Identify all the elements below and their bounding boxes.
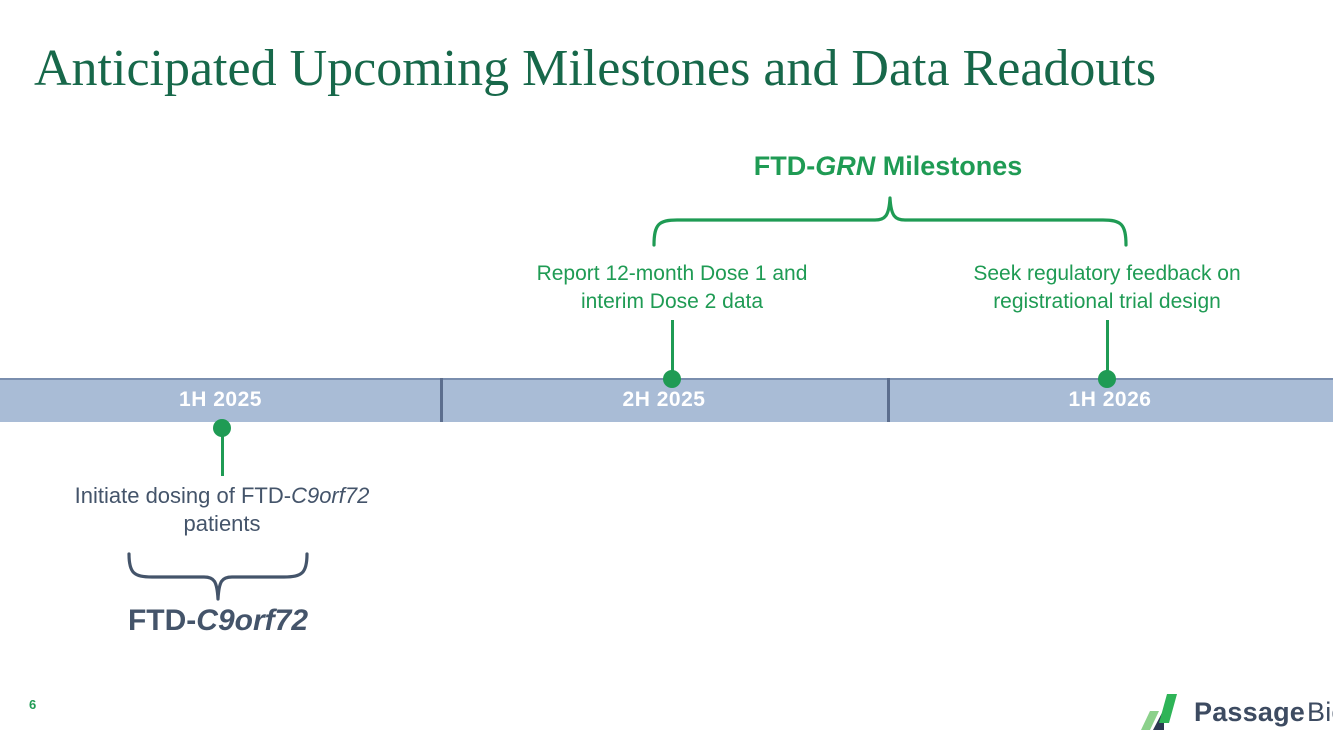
ftd-grn-heading-suffix: Milestones — [875, 151, 1023, 181]
ftd-grn-heading: FTD-GRN Milestones — [638, 151, 1138, 182]
milestone-note-1h2025: Initiate dosing of FTD-C9orf72 patients — [28, 482, 416, 538]
logo-brand-bold: Passage — [1194, 697, 1305, 727]
milestone-note-2h2025: Report 12-month Dose 1 and interim Dose … — [478, 260, 866, 316]
ftd-c9orf72-label: FTD-C9orf72 — [28, 604, 408, 638]
timeline-segment-1h2026: 1H 2026 — [1068, 388, 1152, 411]
slide-title: Anticipated Upcoming Milestones and Data… — [34, 40, 1157, 97]
milestone-note-1h2025-gene: C9orf72 — [291, 483, 370, 508]
ftd-grn-curly-bracket-icon — [652, 196, 1128, 247]
ftd-c9orf72-label-gene: C9orf72 — [196, 604, 309, 637]
passagebio-logo: PassageBio — [1141, 692, 1333, 732]
passagebio-logo-text: PassageBio — [1194, 692, 1333, 732]
milestone-dot-1h2026 — [1098, 370, 1116, 388]
milestone-dot-2h2025 — [663, 370, 681, 388]
connector-line-1h2025 — [221, 436, 224, 476]
passagebio-logo-icon — [1141, 694, 1177, 730]
milestone-note-1h2025-line1: Initiate dosing of FTD-C9orf72 — [28, 482, 416, 510]
milestone-note-1h2025-line2: patients — [183, 511, 261, 536]
milestone-note-1h2026: Seek regulatory feedback on registration… — [913, 260, 1301, 316]
timeline-segment-1h2025: 1H 2025 — [179, 388, 262, 411]
page-number: 6 — [29, 697, 37, 712]
ftd-c9orf72-curly-bracket-icon — [127, 552, 309, 601]
connector-line-2h2025 — [671, 320, 674, 372]
timeline-segment-2h2025: 2H 2025 — [622, 388, 706, 411]
milestone-note-2h2025-line1: Report 12-month Dose 1 and — [536, 262, 808, 285]
milestone-note-2h2025-line2: interim Dose 2 data — [580, 290, 764, 313]
milestone-note-1h2026-line2: registrational trial design — [993, 290, 1221, 313]
milestone-note-1h2026-line1: Seek regulatory feedback on — [973, 262, 1241, 285]
milestone-note-1h2025-prefix: Initiate dosing of FTD- — [74, 483, 292, 508]
milestone-dot-1h2025 — [213, 419, 231, 437]
ftd-grn-heading-gene: GRN — [815, 151, 876, 181]
connector-line-1h2026 — [1106, 320, 1109, 372]
timeline-divider-1 — [440, 378, 443, 422]
ftd-c9orf72-label-prefix: FTD- — [127, 604, 197, 637]
logo-brand-regular: Bio — [1306, 697, 1333, 727]
ftd-grn-heading-prefix: FTD- — [753, 151, 816, 181]
timeline-divider-2 — [887, 378, 890, 422]
